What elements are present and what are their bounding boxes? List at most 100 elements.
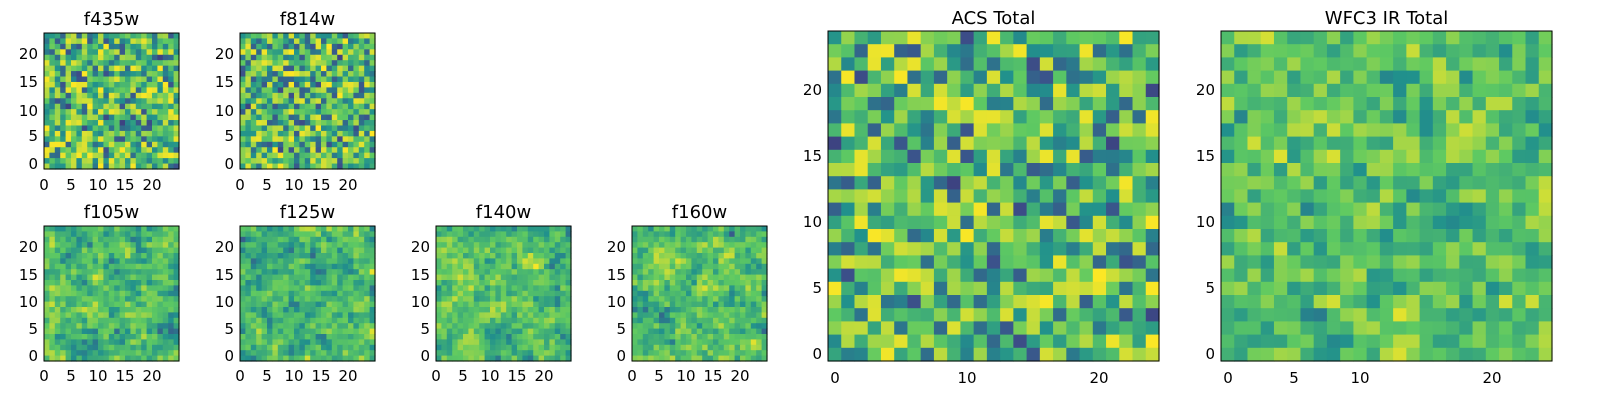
heatmap-cell bbox=[907, 97, 922, 111]
heatmap-cell bbox=[894, 31, 909, 45]
heatmap-cell bbox=[245, 301, 252, 308]
heatmap-cell bbox=[1221, 176, 1235, 190]
heatmap-cell bbox=[446, 328, 453, 335]
heatmap-cell bbox=[49, 54, 56, 61]
heatmap-cell bbox=[348, 312, 354, 319]
heatmap-cell bbox=[152, 109, 158, 116]
heatmap-cell bbox=[1000, 321, 1014, 336]
heatmap-cell bbox=[441, 269, 448, 276]
heatmap-cell bbox=[986, 308, 1001, 322]
heatmap-cell bbox=[146, 290, 153, 297]
heatmap-cell bbox=[1026, 149, 1041, 164]
heatmap-cell bbox=[369, 301, 376, 308]
heatmap-cell bbox=[337, 76, 344, 83]
heatmap-cell bbox=[321, 355, 327, 362]
heatmap-cell bbox=[511, 285, 518, 292]
heatmap-cell bbox=[675, 280, 682, 286]
heatmap-cell bbox=[436, 323, 442, 330]
heatmap-cell bbox=[1053, 308, 1067, 322]
heatmap-cell bbox=[337, 120, 344, 127]
heatmap-cell bbox=[511, 242, 518, 249]
heatmap-cell bbox=[168, 103, 175, 110]
heatmap-cell bbox=[267, 301, 273, 308]
heatmap-cell bbox=[81, 269, 88, 276]
heatmap-cell bbox=[1234, 295, 1249, 309]
heatmap-cell bbox=[1066, 31, 1081, 45]
heatmap-cell bbox=[283, 125, 290, 132]
heatmap-cell bbox=[250, 344, 257, 351]
heatmap-cell bbox=[114, 334, 121, 340]
heatmap-cell bbox=[71, 263, 77, 270]
heatmap-cell bbox=[342, 109, 349, 116]
heatmap-cell bbox=[702, 280, 709, 286]
heatmap-cell bbox=[1459, 229, 1474, 243]
heatmap-cell bbox=[76, 103, 83, 110]
y-tick-label: 15 bbox=[607, 266, 626, 284]
heatmap-cell bbox=[533, 285, 540, 292]
heatmap-cell bbox=[141, 152, 148, 159]
heatmap-cell bbox=[157, 49, 164, 56]
heatmap-cell bbox=[495, 263, 502, 270]
heatmap-cell bbox=[947, 83, 961, 98]
heatmap-cell bbox=[441, 317, 448, 324]
heatmap-cell bbox=[648, 231, 655, 238]
heatmap-cell bbox=[44, 92, 50, 99]
heatmap-cell bbox=[1393, 202, 1407, 217]
heatmap-cell bbox=[173, 344, 180, 351]
heatmap-cell bbox=[130, 54, 137, 61]
heatmap-cell bbox=[60, 120, 67, 127]
heatmap-cell bbox=[560, 317, 567, 324]
heatmap-cell bbox=[1446, 83, 1460, 98]
heatmap-cell bbox=[750, 242, 757, 249]
heatmap-cell bbox=[436, 296, 442, 303]
heatmap-cell bbox=[506, 247, 513, 254]
heatmap-cell bbox=[348, 158, 354, 165]
heatmap-cell bbox=[538, 328, 545, 335]
heatmap-cell bbox=[729, 312, 736, 319]
heatmap-cell bbox=[1000, 44, 1014, 58]
heatmap-cell bbox=[686, 323, 692, 330]
heatmap-cell bbox=[162, 290, 169, 297]
heatmap-cell bbox=[173, 141, 180, 148]
heatmap-cell bbox=[337, 109, 344, 116]
heatmap-cell bbox=[1026, 334, 1041, 349]
heatmap-cell bbox=[653, 236, 660, 243]
heatmap-cell bbox=[560, 323, 567, 330]
heatmap-cell bbox=[369, 38, 376, 45]
heatmap-cell bbox=[277, 141, 284, 148]
heatmap-cell bbox=[560, 242, 567, 249]
heatmap-cell bbox=[511, 236, 518, 243]
heatmap-cell bbox=[76, 274, 83, 281]
heatmap-cell bbox=[479, 226, 486, 232]
heatmap-cell bbox=[1039, 215, 1054, 230]
heatmap-cell bbox=[130, 92, 137, 99]
heatmap-cell bbox=[986, 268, 1001, 283]
heatmap-cell bbox=[103, 274, 110, 281]
heatmap-cell bbox=[1247, 229, 1262, 243]
heatmap-cell bbox=[947, 110, 961, 124]
heatmap-cell bbox=[446, 247, 453, 254]
heatmap-cell bbox=[680, 236, 687, 243]
heatmap-cell bbox=[103, 87, 110, 94]
heatmap-cell bbox=[315, 226, 322, 232]
heatmap-cell bbox=[108, 317, 115, 324]
heatmap-cell bbox=[304, 38, 311, 45]
heatmap-cell bbox=[125, 285, 131, 292]
heatmap-cell bbox=[1079, 189, 1094, 204]
heatmap-cell bbox=[1432, 123, 1447, 138]
heatmap-cell bbox=[659, 355, 665, 362]
heatmap-cell bbox=[463, 350, 469, 357]
heatmap-cell bbox=[71, 280, 77, 286]
heatmap-cell bbox=[642, 339, 649, 346]
heatmap-cell bbox=[854, 242, 869, 256]
heatmap-cell bbox=[841, 97, 856, 111]
heatmap-cell bbox=[152, 344, 158, 351]
heatmap-cell bbox=[76, 125, 83, 132]
heatmap-cell bbox=[283, 339, 290, 346]
heatmap-cell bbox=[277, 43, 284, 50]
heatmap-cell bbox=[146, 147, 153, 154]
heatmap-cell bbox=[358, 147, 365, 154]
heatmap-cell bbox=[1132, 123, 1147, 138]
heatmap-cell bbox=[691, 247, 698, 254]
heatmap-cell bbox=[675, 312, 682, 319]
